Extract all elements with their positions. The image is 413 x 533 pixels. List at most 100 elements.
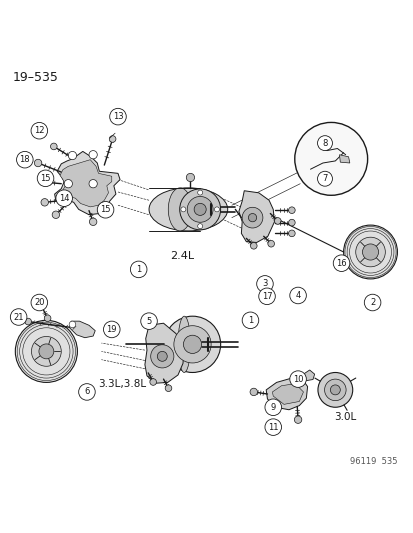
Circle shape (330, 385, 339, 395)
Circle shape (187, 197, 213, 222)
Circle shape (41, 199, 48, 206)
Circle shape (249, 388, 257, 395)
Text: 21: 21 (13, 312, 24, 321)
Circle shape (317, 373, 352, 407)
Ellipse shape (178, 316, 190, 373)
Text: 2.4L: 2.4L (170, 251, 194, 261)
Circle shape (267, 240, 274, 247)
Polygon shape (303, 370, 314, 381)
Text: 9: 9 (270, 403, 275, 412)
Text: 10: 10 (292, 375, 303, 384)
Circle shape (274, 217, 280, 224)
Circle shape (140, 313, 157, 329)
Circle shape (52, 211, 59, 219)
Circle shape (355, 237, 385, 267)
Text: 3.0L: 3.0L (334, 412, 356, 422)
Circle shape (289, 371, 306, 387)
Text: 8: 8 (322, 139, 327, 148)
Circle shape (288, 230, 294, 237)
Ellipse shape (168, 188, 192, 231)
Circle shape (317, 136, 332, 151)
Circle shape (317, 171, 332, 186)
Circle shape (109, 108, 126, 125)
Text: 15: 15 (40, 174, 51, 183)
Text: 4: 4 (295, 291, 300, 300)
Polygon shape (69, 321, 95, 338)
Circle shape (31, 294, 47, 311)
Circle shape (197, 190, 202, 195)
Circle shape (150, 345, 173, 368)
Circle shape (109, 136, 116, 142)
Text: 3: 3 (262, 279, 267, 288)
Circle shape (180, 207, 185, 212)
Polygon shape (238, 191, 274, 243)
Circle shape (56, 190, 72, 206)
Circle shape (186, 173, 194, 182)
Circle shape (165, 385, 171, 392)
Text: 19: 19 (106, 325, 117, 334)
Circle shape (89, 151, 97, 159)
Circle shape (34, 159, 42, 167)
Circle shape (10, 309, 27, 325)
Circle shape (248, 214, 256, 222)
Circle shape (288, 219, 294, 226)
Circle shape (78, 384, 95, 400)
Circle shape (17, 151, 33, 168)
Polygon shape (145, 323, 184, 383)
Circle shape (294, 123, 367, 195)
Circle shape (31, 123, 47, 139)
Circle shape (242, 312, 258, 329)
Circle shape (68, 151, 76, 160)
Circle shape (173, 326, 211, 363)
Circle shape (258, 288, 275, 304)
Circle shape (214, 207, 219, 212)
Polygon shape (339, 155, 349, 163)
Text: 19–535: 19–535 (12, 71, 58, 84)
Text: 16: 16 (335, 259, 346, 268)
Circle shape (289, 287, 306, 304)
Circle shape (50, 143, 57, 150)
Circle shape (250, 243, 256, 249)
Polygon shape (272, 384, 303, 405)
Text: 7: 7 (322, 174, 327, 183)
Text: 15: 15 (100, 205, 111, 214)
Circle shape (15, 320, 77, 382)
Circle shape (69, 321, 76, 328)
Text: 14: 14 (59, 193, 69, 203)
Circle shape (39, 344, 54, 359)
Circle shape (179, 189, 220, 230)
Text: 13: 13 (112, 112, 123, 121)
Circle shape (294, 416, 301, 423)
Circle shape (89, 180, 97, 188)
Text: 1: 1 (247, 316, 252, 325)
Circle shape (150, 378, 156, 385)
Circle shape (324, 379, 345, 401)
Text: 17: 17 (261, 292, 272, 301)
Text: 20: 20 (34, 298, 45, 307)
Text: 3.3L,3.8L: 3.3L,3.8L (98, 379, 146, 389)
Text: 18: 18 (19, 155, 30, 164)
Circle shape (264, 399, 281, 416)
Circle shape (197, 224, 202, 229)
Text: 11: 11 (267, 423, 278, 432)
Circle shape (89, 218, 97, 225)
Circle shape (64, 180, 72, 188)
Text: 12: 12 (34, 126, 45, 135)
Circle shape (264, 419, 281, 435)
Circle shape (130, 261, 147, 278)
Circle shape (194, 204, 206, 215)
Circle shape (362, 244, 377, 260)
Ellipse shape (149, 188, 227, 231)
Circle shape (103, 321, 120, 338)
Text: 2: 2 (369, 298, 374, 307)
Circle shape (332, 255, 349, 271)
Circle shape (288, 207, 294, 214)
Circle shape (44, 315, 51, 321)
Circle shape (343, 225, 396, 279)
Circle shape (37, 170, 54, 187)
Circle shape (25, 318, 31, 325)
Circle shape (31, 336, 61, 366)
Text: 6: 6 (84, 387, 89, 397)
Circle shape (363, 294, 380, 311)
Circle shape (242, 207, 262, 228)
